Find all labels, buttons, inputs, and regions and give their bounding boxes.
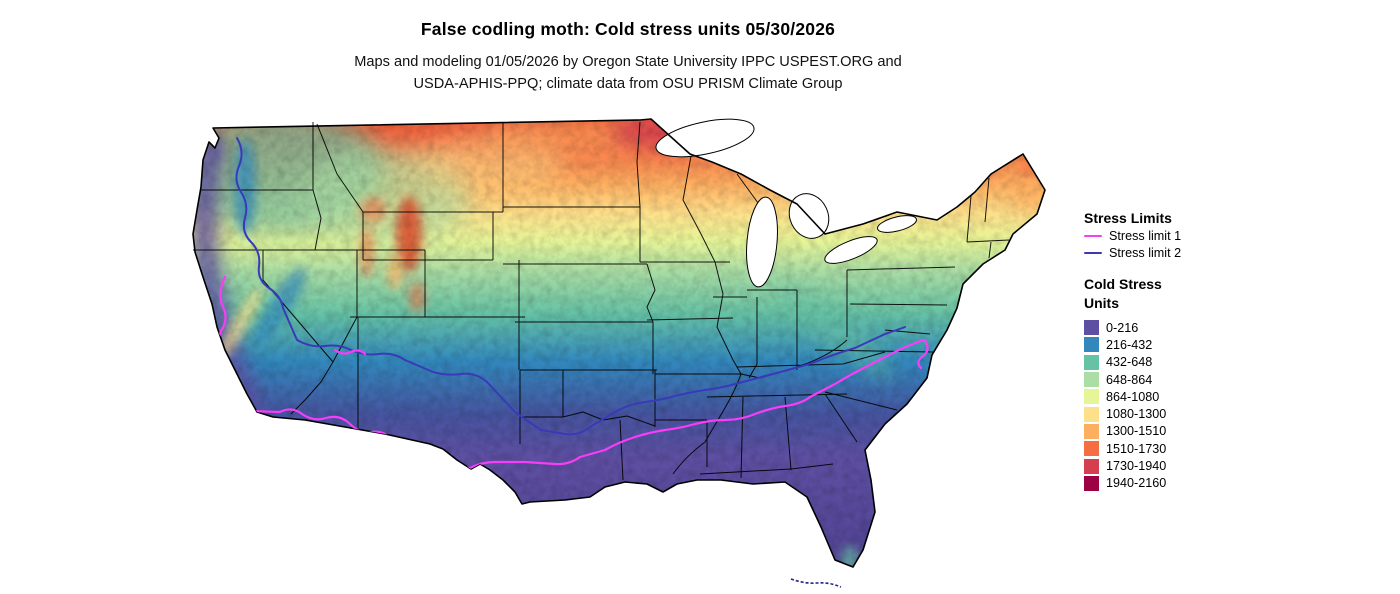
map-svg (192, 118, 1046, 588)
legend-bin-row: 648-864 (1084, 371, 1234, 388)
us-cold-stress-map (185, 112, 1065, 592)
bin-swatch-4 (1084, 389, 1099, 405)
state-borders (193, 121, 1010, 481)
legend-bin-row: 1300-1510 (1084, 423, 1234, 440)
legend-bin-row: 432-648 (1084, 354, 1234, 371)
stress-limit-2-label: Stress limit 2 (1109, 245, 1182, 260)
bin-swatch-5 (1084, 406, 1099, 422)
legend-bin-row: 1730-1940 (1084, 457, 1234, 474)
us-outline (192, 118, 1046, 568)
legend-bin-row: 0-216 (1084, 319, 1234, 336)
map-subtitle: Maps and modeling 01/05/2026 by Oregon S… (0, 51, 1256, 95)
bin-swatch-1 (1084, 337, 1099, 353)
bin-label-9: 1940-2160 (1106, 476, 1167, 491)
florida-keys-line (790, 578, 842, 588)
lake-erie (824, 236, 878, 264)
stress-limit-1-label: Stress limit 1 (1109, 228, 1182, 243)
cold-stress-bin-list: 0-216 216-432 432-648 648-864 864-1080 1… (1084, 319, 1234, 492)
stress-limits-heading: Stress Limits (1084, 210, 1172, 226)
stress-limit-1-sample-line (1084, 234, 1102, 237)
legend-bin-row: 1510-1730 (1084, 440, 1234, 457)
bin-swatch-3 (1084, 372, 1099, 388)
bin-label-4: 864-1080 (1106, 389, 1160, 404)
bin-label-5: 1080-1300 (1106, 407, 1167, 422)
lake-michigan (746, 196, 778, 288)
cold-stress-heading-line-2: Units (1084, 295, 1119, 311)
bin-swatch-9 (1084, 475, 1099, 491)
legend: Stress Limits Stress limit 1 Stress limi… (1084, 210, 1234, 492)
legend-bin-row: 1080-1300 (1084, 405, 1234, 422)
header: False codling moth: Cold stress units 05… (0, 0, 1256, 95)
bin-label-8: 1730-1940 (1106, 459, 1167, 474)
legend-item-stress-limit-2: Stress limit 2 (1084, 244, 1234, 261)
lake-ontario (877, 215, 917, 233)
bin-swatch-0 (1084, 320, 1099, 336)
bin-swatch-8 (1084, 458, 1099, 474)
page-title: False codling moth: Cold stress units 05… (420, 19, 836, 39)
cold-stress-units-heading: Cold Stress Units (1084, 275, 1234, 313)
bin-label-7: 1510-1730 (1106, 441, 1167, 456)
legend-bin-row: 1940-2160 (1084, 475, 1234, 492)
bin-swatch-2 (1084, 354, 1099, 370)
legend-item-stress-limit-1: Stress limit 1 (1084, 227, 1234, 244)
bin-label-3: 648-864 (1106, 372, 1153, 387)
legend-bin-row: 216-432 (1084, 336, 1234, 353)
stress-limit-2-sample-line (1084, 251, 1102, 254)
subtitle-line-2: USDA-APHIS-PPQ; climate data from OSU PR… (413, 76, 843, 92)
bin-label-0: 0-216 (1106, 320, 1139, 335)
legend-bin-row: 864-1080 (1084, 388, 1234, 405)
subtitle-line-1: Maps and modeling 01/05/2026 by Oregon S… (354, 54, 902, 70)
bin-swatch-6 (1084, 423, 1099, 439)
bin-label-6: 1300-1510 (1106, 424, 1167, 439)
lake-superior (655, 118, 755, 158)
bin-swatch-7 (1084, 441, 1099, 457)
cold-stress-heading-line-1: Cold Stress (1084, 276, 1162, 292)
bin-label-1: 216-432 (1106, 337, 1153, 352)
bin-label-2: 432-648 (1106, 355, 1153, 370)
